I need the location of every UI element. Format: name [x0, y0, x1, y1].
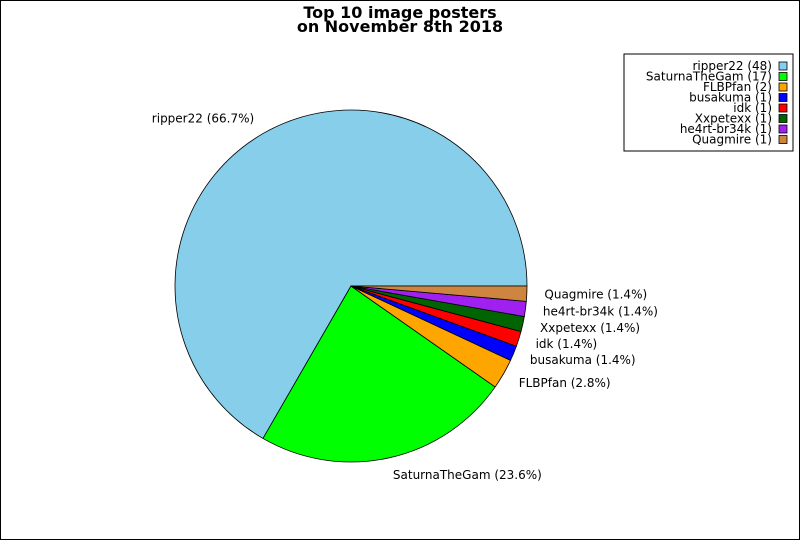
chart-title-line-2: on November 8th 2018 — [297, 17, 503, 36]
pie-slice-quagmire — [350, 285, 528, 302]
legend-frame — [623, 53, 794, 152]
legend-swatch-xxpetexx — [778, 114, 788, 123]
pie-slice-saturnathegam — [262, 285, 496, 463]
slice-label-busakuma: busakuma (1.4%) — [530, 353, 636, 367]
legend-label-flbpfan: FLBPfan (2) — [703, 80, 772, 94]
slice-labels: ripper22 (66.7%) SaturnaTheGam (23.6%) FLB… — [152, 111, 658, 482]
legend-swatch-idk — [778, 103, 788, 113]
legend-label-idk: idk (1) — [733, 101, 772, 115]
slice-label-saturnathegam: SaturnaTheGam (23.6%) — [393, 468, 542, 482]
slice-label-quagmire: Quagmire (1.4%) — [544, 287, 647, 301]
legend-label-quagmire: Quagmire (1) — [692, 133, 772, 147]
pie-slices — [174, 109, 528, 463]
legend-label-busakuma: busakuma (1) — [689, 91, 772, 105]
legend-swatch-quagmire — [778, 135, 788, 144]
legend-label-he4rt-br34k: he4rt-br34k (1) — [680, 122, 772, 136]
legend-swatch-he4rt-br34k — [778, 124, 788, 134]
legend-label-ripper22: ripper22 (48) — [692, 59, 772, 73]
legend-swatch-ripper22 — [778, 61, 788, 71]
legend-label-saturnathegam: SaturnaTheGam (17) — [646, 70, 772, 84]
slice-label-xxpetexx: Xxpetexx (1.4%) — [540, 321, 640, 335]
legend-swatch-busakuma — [778, 93, 788, 102]
slice-label-he4rt-br34k: he4rt-br34k (1.4%) — [543, 304, 658, 318]
legend: ripper22 (48)SaturnaTheGam (17)FLBPfan (… — [623, 53, 794, 152]
legend-label-xxpetexx: Xxpetexx (1) — [695, 112, 772, 126]
chart-title-line-1: Top 10 image posters — [303, 3, 496, 22]
legend-swatch-flbpfan — [778, 82, 788, 92]
pie-slice-ripper22 — [174, 109, 528, 439]
legend-swatch-saturnathegam — [778, 72, 788, 81]
slice-label-idk: idk (1.4%) — [536, 337, 598, 351]
slice-label-flbpfan: FLBPfan (2.8%) — [519, 376, 611, 390]
slice-label-ripper22: ripper22 (66.7%) — [152, 111, 254, 125]
